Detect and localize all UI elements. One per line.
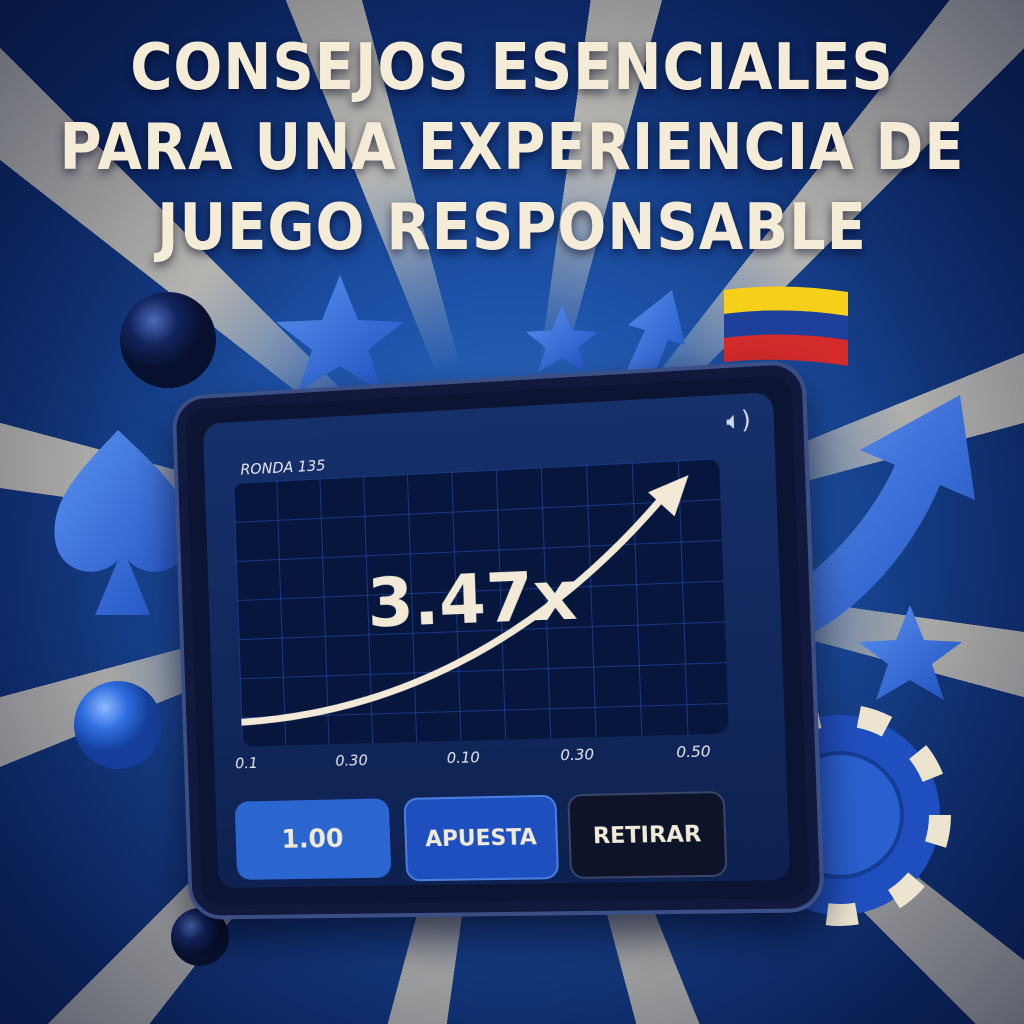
headline-line-2: PARA UNA EXPERIENCIA DE: [59, 111, 965, 185]
right-star-icon: [858, 605, 962, 700]
bet-amount-field[interactable]: 1.00: [234, 798, 392, 880]
multiplier-value: 3.47x: [366, 556, 579, 644]
headline: CONSEJOS ESENCIALES PARA UNA EXPERIENCIA…: [51, 28, 973, 268]
big-arrow-icon: [790, 395, 975, 640]
multiplier-graph: 3.47x: [233, 458, 729, 747]
axis-ticks: 0.1 0.30 0.10 0.30 0.50: [235, 742, 711, 772]
colombia-flag-icon: [724, 286, 848, 366]
bet-button[interactable]: APUESTA: [403, 794, 560, 882]
headline-line-3: JUEGO RESPONSABLE: [157, 191, 867, 265]
star-icon: [276, 275, 404, 392]
spade-icon: [54, 430, 191, 615]
tick-label: 0.50: [675, 742, 712, 762]
round-label: RONDA 135: [240, 456, 326, 479]
blue-ball-icon: [74, 681, 162, 769]
tick-label: 0.30: [560, 745, 595, 765]
tick-label: 0.30: [335, 751, 369, 770]
tick-label: 0.1: [234, 754, 259, 773]
small-dark-ball-icon: [171, 908, 229, 966]
dark-ball-icon: [120, 292, 216, 388]
tick-label: 0.10: [446, 748, 481, 768]
growth-curve: [233, 475, 691, 746]
speaker-icon[interactable]: 🔈︎): [725, 405, 752, 436]
tablet-device: 🔈︎) RONDA 135 3.47x 0.1 0.30 0.10 0.30 0…: [171, 359, 826, 920]
game-screen: 🔈︎) RONDA 135 3.47x 0.1 0.30 0.10 0.30 0…: [202, 391, 791, 889]
headline-line-1: CONSEJOS ESENCIALES: [130, 31, 894, 105]
cashout-button[interactable]: RETIRAR: [567, 790, 728, 879]
small-star-icon: [526, 305, 598, 372]
up-arrow-icon: [620, 290, 685, 390]
